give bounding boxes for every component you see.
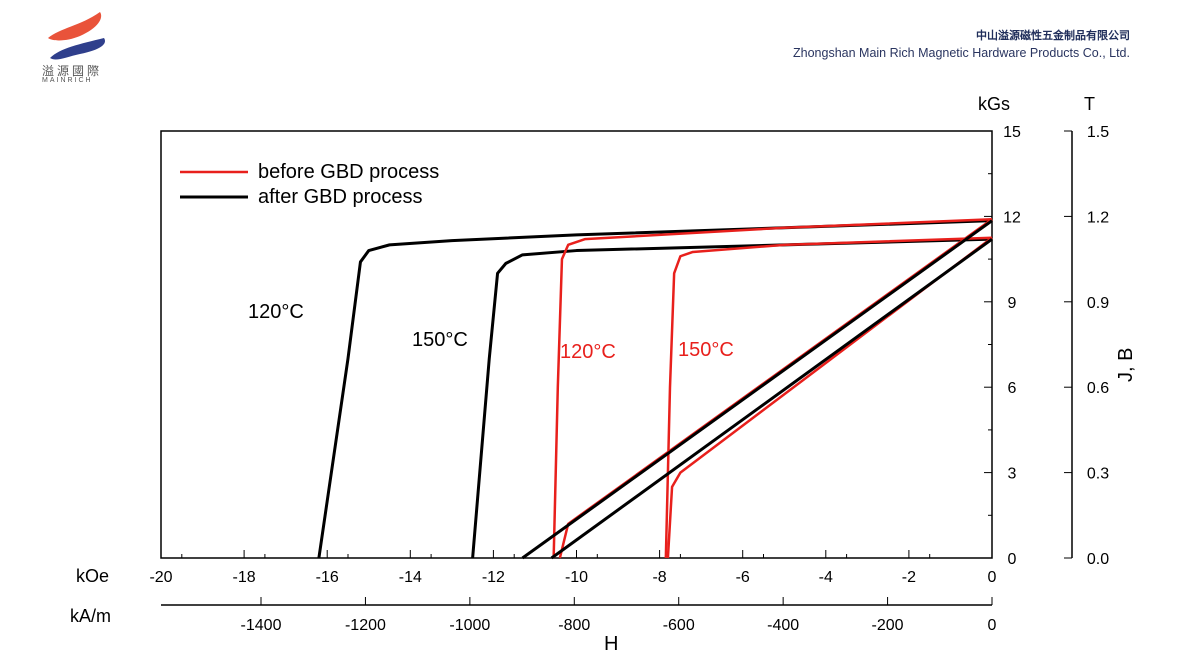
x2-tick-label: -800 (558, 617, 590, 634)
legend-label-before: before GBD process (258, 161, 439, 183)
annotation-after-150: 150°C (412, 329, 468, 351)
y-tick-label-T: 0.0 (1087, 551, 1109, 568)
x-tick-label: -2 (902, 569, 916, 586)
legend: before GBD process after GBD process (180, 161, 439, 208)
x2-tick-label: -1000 (449, 617, 490, 634)
legend-label-after: after GBD process (258, 186, 423, 208)
series-before-J-150 (664, 236, 993, 559)
y-tick-label-kGs: 3 (1008, 466, 1017, 483)
x2-tick-label: -200 (872, 617, 904, 634)
y-tick-label-kGs: 12 (1003, 209, 1021, 226)
x-tick-label: -12 (482, 569, 505, 586)
y-unit-kGs: kGs (978, 94, 1010, 114)
logo-text-cn: 溢源國際 (42, 64, 103, 78)
logo-text-en: MAINRICH (42, 77, 93, 84)
y-tick-label-T: 1.5 (1087, 124, 1109, 141)
x-tick-label: 0 (988, 569, 997, 586)
x2-tick-label: -1400 (241, 617, 282, 634)
x2-tick-label: -600 (663, 617, 695, 634)
series-after-J-120 (317, 219, 993, 559)
y-tick-label-T: 0.6 (1087, 380, 1109, 397)
y-tick-label-T: 0.3 (1087, 466, 1109, 483)
x2-tick-label: 0 (988, 617, 997, 634)
x-unit-kOe: kOe (76, 566, 109, 586)
y-tick-label-T: 0.9 (1087, 295, 1109, 312)
series-after-B-120 (521, 219, 993, 560)
y-tick-label-kGs: 9 (1008, 295, 1017, 312)
x-tick-label: -18 (233, 569, 256, 586)
y-tick-label-kGs: 0 (1008, 551, 1017, 568)
annotation-after-120: 120°C (248, 301, 304, 323)
series-before-J-120 (552, 217, 993, 559)
x-axis-label: H (604, 633, 618, 655)
annotation-before-120: 120°C (560, 341, 616, 363)
x2-tick-label: -400 (767, 617, 799, 634)
annotation-before-150: 150°C (678, 339, 734, 361)
y-tick-label-T: 1.2 (1087, 209, 1109, 226)
series-before-B-120 (558, 218, 993, 559)
series-before-B-150 (666, 236, 993, 559)
x-tick-label: -14 (399, 569, 422, 586)
x-tick-label: -10 (565, 569, 588, 586)
company-logo (48, 12, 105, 60)
y-axis-label: J, B (1115, 348, 1137, 382)
x-tick-label: -16 (316, 569, 339, 586)
x-tick-label: -4 (819, 569, 833, 586)
x-tick-label: -6 (736, 569, 750, 586)
y-tick-label-kGs: 6 (1008, 380, 1017, 397)
x-tick-label: -8 (652, 569, 666, 586)
y-tick-label-kGs: 15 (1003, 124, 1021, 141)
company-name-cn: 中山溢源磁性五金制品有限公司 (976, 29, 1130, 42)
y-unit-T: T (1084, 94, 1095, 114)
series-after-J-150 (471, 237, 993, 559)
x-unit-kAm: kA/m (70, 606, 111, 626)
company-name-en: Zhongshan Main Rich Magnetic Hardware Pr… (793, 46, 1130, 60)
x2-tick-label: -1200 (345, 617, 386, 634)
x-tick-label: -20 (149, 569, 172, 586)
series-after-B-150 (550, 237, 993, 560)
